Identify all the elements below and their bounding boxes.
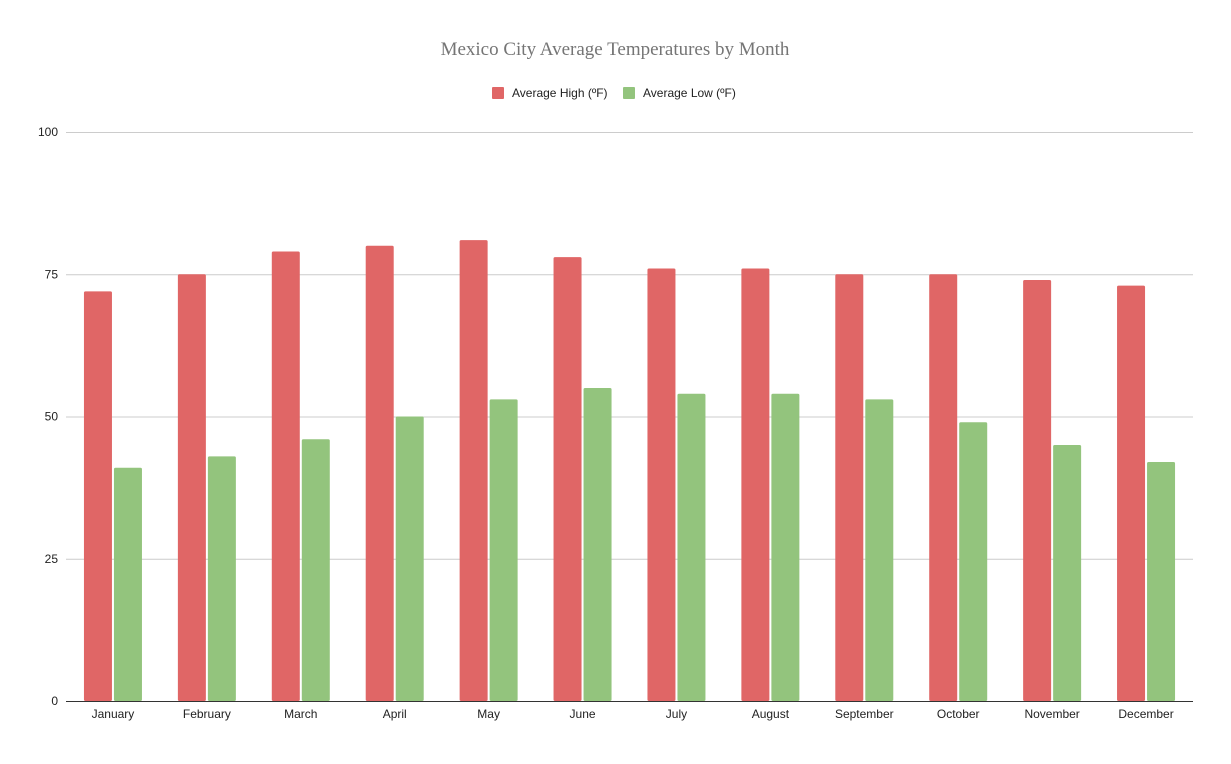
legend: Average High (ºF) Average Low (ºF) (492, 86, 736, 100)
bar-low-december (1147, 462, 1176, 701)
x-tick-label-november: November (1024, 707, 1079, 721)
x-tick-label-september: September (835, 707, 894, 721)
bar-low-march (301, 439, 330, 701)
x-tick-label-february: February (183, 707, 231, 721)
y-tick-label-100: 100 (38, 125, 58, 139)
x-tick-label-january: January (92, 707, 135, 721)
gridlines (66, 132, 1193, 560)
legend-swatch-average-high (492, 87, 504, 99)
chart-title: Mexico City Average Temperatures by Mont… (441, 39, 790, 60)
legend-swatch-average-low (623, 87, 635, 99)
y-tick-label-0: 0 (51, 694, 58, 708)
x-tick-label-july: July (666, 707, 687, 721)
bar-high-november (1023, 279, 1052, 701)
x-axis: January February March April May June July Augu… (92, 707, 1174, 721)
bar-low-august (771, 393, 800, 701)
y-axis: 0 25 50 75 100 (38, 125, 58, 708)
bar-high-february (177, 274, 206, 701)
y-tick-label-50: 50 (45, 410, 59, 424)
y-tick-label-75: 75 (45, 267, 59, 281)
legend-label-average-low: Average Low (ºF) (643, 86, 736, 100)
x-tick-label-december: December (1118, 707, 1173, 721)
x-tick-label-april: April (383, 707, 407, 721)
x-tick-label-june: June (570, 707, 596, 721)
x-tick-label-march: March (284, 707, 317, 721)
bar-high-july (647, 268, 676, 701)
bar-high-september (835, 274, 864, 701)
bar-low-february (207, 456, 236, 701)
bar-low-september (865, 399, 894, 701)
bar-high-may (459, 240, 488, 702)
bar-high-august (741, 268, 770, 701)
bar-high-january (83, 291, 112, 701)
x-tick-label-may: May (477, 707, 500, 721)
bar-high-march (271, 251, 300, 702)
bar-low-october (959, 422, 988, 701)
bar-low-november (1053, 444, 1082, 701)
bar-high-april (365, 245, 394, 702)
bar-low-april (395, 416, 424, 701)
bars (83, 240, 1176, 702)
bar-high-june (553, 257, 582, 701)
bar-high-october (929, 274, 958, 701)
legend-label-average-high: Average High (ºF) (512, 86, 608, 100)
bar-low-june (583, 388, 612, 701)
bar-low-may (489, 399, 518, 701)
y-tick-label-25: 25 (45, 552, 59, 566)
bar-low-july (677, 393, 706, 701)
bar-high-december (1117, 285, 1146, 701)
x-tick-label-august: August (752, 707, 790, 721)
bar-low-january (113, 467, 142, 701)
x-tick-label-october: October (937, 707, 980, 721)
